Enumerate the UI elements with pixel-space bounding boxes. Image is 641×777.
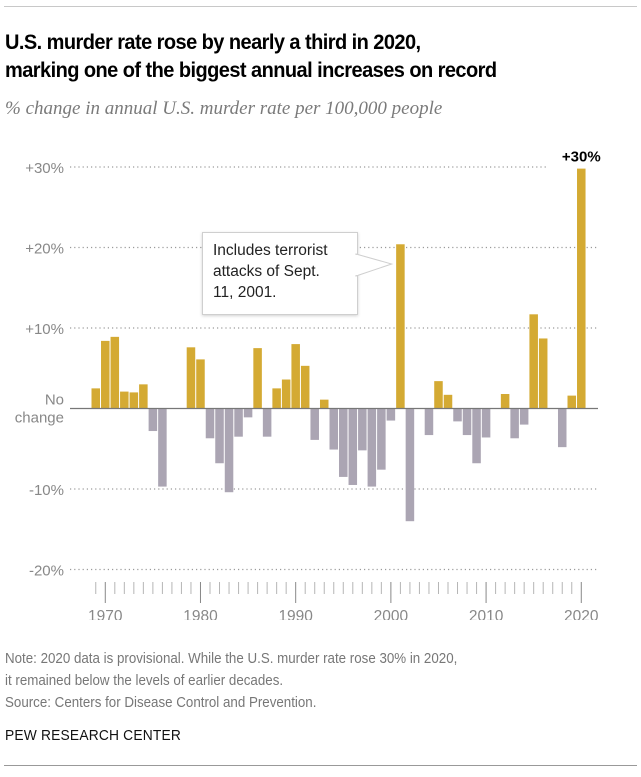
annotation-line1: Includes terrorist <box>213 242 328 259</box>
bar-1971 <box>110 336 120 409</box>
bar-1992 <box>310 408 319 440</box>
bar-1970 <box>101 340 110 409</box>
chart-title-line1: U.S. murder rate rose by nearly a third … <box>5 30 421 54</box>
bar-1993 <box>319 399 329 409</box>
bar-1990 <box>291 344 300 409</box>
bar-1975 <box>148 408 158 432</box>
bar-1989 <box>281 379 291 409</box>
bar-1985 <box>243 408 253 418</box>
bar-1991 <box>300 365 310 409</box>
x-tick-label: 2020 <box>564 608 599 620</box>
x-tick-label: 2000 <box>374 608 409 620</box>
bar-1988 <box>272 388 281 409</box>
y-tick-label: -10% <box>29 482 64 499</box>
bars <box>91 168 586 522</box>
x-tick-label: 2010 <box>469 608 504 620</box>
bar-2020 <box>577 168 586 409</box>
annotation-callout: Includes terrorist attacks of Sept. 11, … <box>202 232 358 315</box>
bar-1974 <box>139 384 148 409</box>
bar-1999 <box>377 408 386 470</box>
bar-1984 <box>234 408 243 437</box>
bar-1973 <box>129 392 139 409</box>
bar-1998 <box>367 408 377 487</box>
chart-title: U.S. murder rate rose by nearly a third … <box>5 28 596 84</box>
annotation-line3: 11, 2001. <box>213 284 277 301</box>
note-line1: Note: 2020 data is provisional. While th… <box>5 651 458 667</box>
bar-2008 <box>462 408 472 436</box>
bar-2014 <box>519 408 529 425</box>
brand-name: PEW RESEARCH CENTER <box>5 727 182 744</box>
x-tick-label: 1970 <box>88 608 123 620</box>
x-tick-label: 1990 <box>278 608 313 620</box>
bar-2007 <box>453 408 462 422</box>
bar-2001 <box>396 244 405 409</box>
data-label-2020: +30% <box>562 149 601 166</box>
y-tick-label-change: change <box>15 410 64 427</box>
bar-2002 <box>405 408 415 522</box>
y-tick-label: -20% <box>29 563 64 580</box>
data-labels: +30% <box>562 149 601 166</box>
bar-1980 <box>196 359 205 409</box>
bar-2018 <box>557 408 567 448</box>
bar-2016 <box>538 338 548 409</box>
bottom-rule <box>4 765 637 766</box>
annotation-line2: attacks of Sept. <box>213 263 320 280</box>
y-tick-label-no: No <box>45 392 64 409</box>
bar-1997 <box>358 408 367 451</box>
chart-note: Note: 2020 data is provisional. While th… <box>5 648 457 714</box>
y-tick-label: +30% <box>25 160 64 177</box>
chart-subtitle: % change in annual U.S. murder rate per … <box>5 98 443 119</box>
bar-1996 <box>348 408 358 485</box>
x-tick-label: 1980 <box>183 608 218 620</box>
bar-1994 <box>329 408 339 450</box>
y-tick-label: +10% <box>25 321 64 338</box>
bar-1986 <box>253 348 262 409</box>
chart-title-line2: marking one of the biggest annual increa… <box>5 58 497 82</box>
bar-2005 <box>434 381 443 409</box>
bar-1976 <box>158 408 167 487</box>
bar-1982 <box>215 408 224 464</box>
bar-2015 <box>529 314 538 409</box>
y-tick-label: +20% <box>25 241 64 258</box>
note-line2: it remained below the levels of earlier … <box>5 673 284 689</box>
bar-1979 <box>186 347 196 409</box>
bar-1983 <box>224 408 234 493</box>
bar-1995 <box>339 408 348 477</box>
bar-2019 <box>567 395 577 409</box>
top-rule <box>4 6 637 7</box>
bar-2004 <box>424 408 434 436</box>
x-axis: 1970 1980 1990 2000 2010 2020 <box>88 582 599 620</box>
bar-1981 <box>205 408 215 439</box>
bar-1972 <box>120 391 129 409</box>
source-line: Source: Centers for Disease Control and … <box>5 695 317 711</box>
gridlines <box>70 166 598 571</box>
bar-2013 <box>510 408 519 439</box>
bar-2009 <box>472 408 481 464</box>
bar-2010 <box>481 408 491 438</box>
bar-2000 <box>386 408 396 421</box>
bar-2006 <box>443 394 453 409</box>
bar-2012 <box>500 394 510 409</box>
bar-1969 <box>91 388 101 409</box>
bar-1987 <box>262 408 272 437</box>
